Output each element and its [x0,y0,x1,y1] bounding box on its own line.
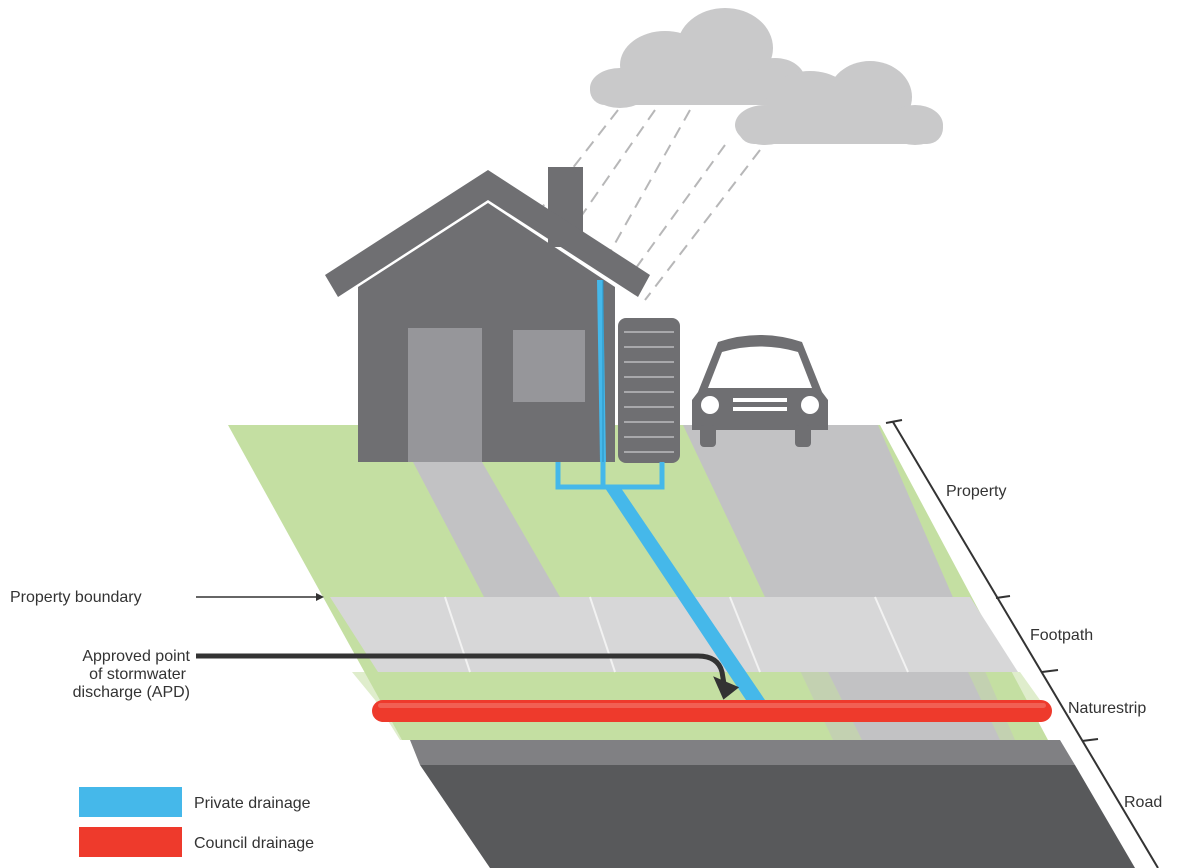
door [408,328,482,462]
rainwater-tank-icon [618,318,680,463]
legend-swatch-council [79,827,182,857]
kerb [410,740,1075,765]
house-icon [325,167,650,462]
property-boundary-label: Property boundary [10,589,142,606]
side-scale [885,419,1159,868]
legend-label-council: Council drainage [194,835,314,852]
window [513,330,585,402]
house-connection [555,462,665,490]
roof [325,170,650,297]
apd-label-line-1: Approved point [82,648,190,665]
council-drainage-pipe [372,700,1052,722]
footpath [330,597,1018,672]
house-path [413,462,560,597]
legend: Private drainage Council drainage [79,787,314,857]
cloud-icon [735,61,943,145]
private-drainage-main [605,488,765,700]
arrow-icon [196,653,740,700]
apd-label-line-3: discharge (APD) [73,684,190,701]
ground [228,425,1135,868]
footpath-label: Footpath [1030,627,1093,644]
apd-label-line-2: of stormwater [89,666,187,683]
property-label: Property [946,483,1006,500]
private-drainage-pipes [555,279,765,700]
cloud-icon [590,8,805,108]
car-icon [692,335,828,447]
footpath-joints [444,596,909,673]
road-label: Road [1124,794,1162,811]
road [420,765,1135,868]
legend-label-private: Private drainage [194,795,311,812]
property-boundary-pointer [196,593,324,601]
naturestrip-label: Naturestrip [1068,700,1146,717]
legend-swatch-private [79,787,182,817]
